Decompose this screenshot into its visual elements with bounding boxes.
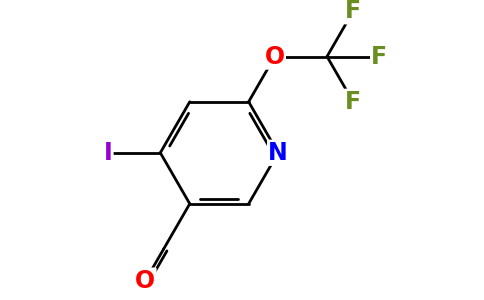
- Text: F: F: [345, 90, 361, 114]
- Text: O: O: [265, 44, 285, 68]
- Text: I: I: [104, 141, 112, 165]
- Text: O: O: [136, 269, 155, 293]
- Text: F: F: [345, 0, 361, 23]
- Text: F: F: [371, 44, 387, 68]
- Text: N: N: [268, 141, 288, 165]
